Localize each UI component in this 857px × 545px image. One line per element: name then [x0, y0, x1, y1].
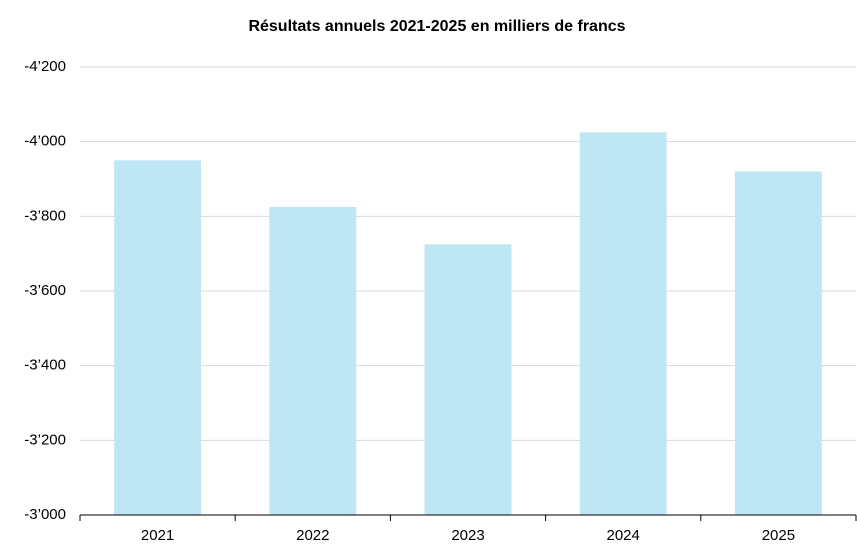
chart-title: Résultats annuels 2021-2025 en milliers … [248, 18, 625, 35]
y-tick-label: -3’400 [24, 357, 66, 374]
x-tick-label: 2025 [762, 527, 795, 544]
y-tick-label: -3’000 [24, 506, 66, 523]
y-tick-label: -3’600 [24, 282, 66, 299]
bar [579, 132, 667, 516]
y-tick-label: -3’200 [24, 431, 66, 448]
bar [114, 160, 202, 516]
x-tick-label: 2023 [451, 527, 484, 544]
y-tick-label: -4’000 [24, 133, 66, 150]
x-tick-label: 2022 [296, 527, 329, 544]
x-tick-label: 2024 [607, 527, 640, 544]
bar [734, 171, 822, 516]
y-tick-label: -4’200 [24, 58, 66, 75]
bar [269, 207, 357, 515]
y-tick-label: -3’800 [24, 207, 66, 224]
bar [424, 244, 512, 516]
x-tick-label: 2021 [141, 527, 174, 544]
